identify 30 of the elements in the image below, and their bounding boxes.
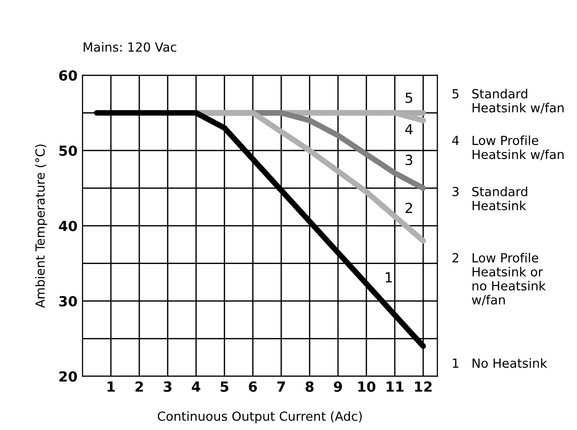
text: 4 Low Profile Heatsink w/fan [452,135,564,160]
x-tick-label: 1 [108,382,115,392]
x-tick-label: 10 [358,381,376,392]
y-tick-label: 50 [59,145,77,156]
text: 5 Standard Heatsink w/fan [452,88,564,114]
annotation: 2 [406,202,412,213]
text: 3 Standard Heatsink [452,186,528,210]
annotation: 4 [405,124,413,134]
annotation: 1 [386,272,392,282]
y-axis-title: Ambient Temperature (°C) [35,144,48,308]
y-tick-label: 30 [59,296,77,306]
x-tick-label: 7 [277,382,285,392]
x-tick-label: 6 [248,381,257,392]
text: 2 Low Profile Heatsink or no Heatsink w/fan [452,252,546,306]
x-tick-label: 3 [164,381,172,392]
x-axis-title: Continuous Output Current (Adc) [158,411,362,424]
x-tick-label: 4 [192,382,200,392]
annotation: 5 [406,92,412,104]
annotation: 3 [406,154,412,166]
x-tick-label: 8 [306,381,314,392]
text: 1 No Heatsink [452,358,548,368]
chart-subtitle: Mains: 120 Vac [84,42,176,52]
y-tick-label: 40 [58,220,77,232]
x-tick-label: 12 [415,381,432,392]
y-tick-label: 20 [59,371,77,382]
x-tick-label: 11 [386,382,404,392]
x-tick-label: 9 [334,381,342,392]
x-tick-label: 5 [220,382,228,392]
y-tick-label: 60 [59,70,77,81]
x-tick-label: 2 [136,381,143,392]
